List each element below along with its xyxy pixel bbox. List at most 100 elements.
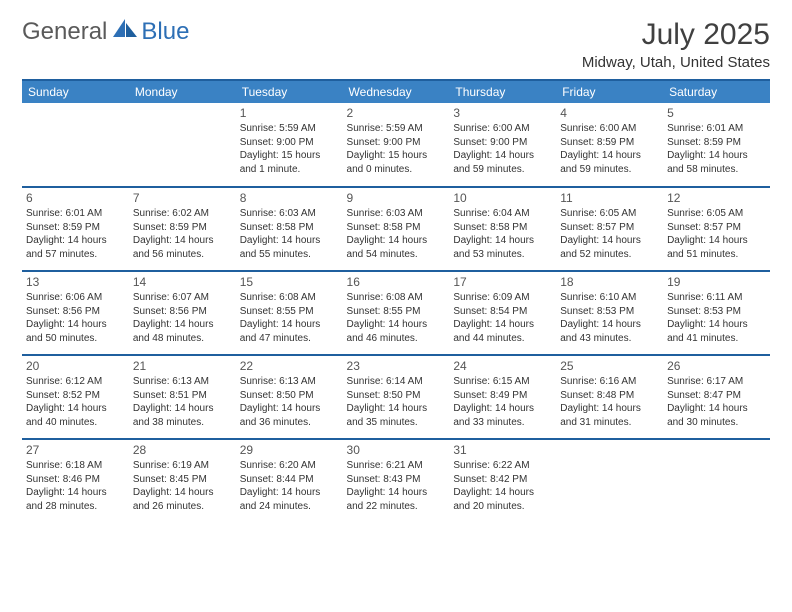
sunset-text: Sunset: 8:51 PM <box>133 389 232 403</box>
sunrise-text: Sunrise: 6:12 AM <box>26 375 125 389</box>
sunset-text: Sunset: 9:00 PM <box>240 136 339 150</box>
day-number: 4 <box>560 105 659 121</box>
sunset-text: Sunset: 8:43 PM <box>347 473 446 487</box>
daylight-text: Daylight: 14 hours and 48 minutes. <box>133 318 232 345</box>
daylight-text: Daylight: 14 hours and 22 minutes. <box>347 486 446 513</box>
location-text: Midway, Utah, United States <box>582 54 770 71</box>
calendar-day-cell: 21Sunrise: 6:13 AMSunset: 8:51 PMDayligh… <box>129 355 236 439</box>
calendar-day-cell: 31Sunrise: 6:22 AMSunset: 8:42 PMDayligh… <box>449 439 556 523</box>
calendar-day-cell <box>556 439 663 523</box>
calendar-day-cell: 8Sunrise: 6:03 AMSunset: 8:58 PMDaylight… <box>236 187 343 271</box>
day-number: 27 <box>26 442 125 458</box>
sunset-text: Sunset: 8:55 PM <box>240 305 339 319</box>
sunrise-text: Sunrise: 6:01 AM <box>26 207 125 221</box>
calendar-day-cell: 13Sunrise: 6:06 AMSunset: 8:56 PMDayligh… <box>22 271 129 355</box>
daylight-text: Daylight: 14 hours and 47 minutes. <box>240 318 339 345</box>
sunset-text: Sunset: 8:50 PM <box>347 389 446 403</box>
calendar-day-cell: 23Sunrise: 6:14 AMSunset: 8:50 PMDayligh… <box>343 355 450 439</box>
day-number: 9 <box>347 190 446 206</box>
day-number: 14 <box>133 274 232 290</box>
calendar-page: General Blue July 2025 Midway, Utah, Uni… <box>0 0 792 541</box>
sunset-text: Sunset: 9:00 PM <box>347 136 446 150</box>
sunset-text: Sunset: 8:59 PM <box>133 221 232 235</box>
sunset-text: Sunset: 8:45 PM <box>133 473 232 487</box>
daylight-text: Daylight: 14 hours and 46 minutes. <box>347 318 446 345</box>
day-number: 22 <box>240 358 339 374</box>
brand-sail-icon <box>111 17 139 44</box>
day-header-fri: Friday <box>556 80 663 103</box>
day-number: 1 <box>240 105 339 121</box>
calendar-day-cell: 14Sunrise: 6:07 AMSunset: 8:56 PMDayligh… <box>129 271 236 355</box>
day-number: 10 <box>453 190 552 206</box>
daylight-text: Daylight: 14 hours and 52 minutes. <box>560 234 659 261</box>
calendar-body: 1Sunrise: 5:59 AMSunset: 9:00 PMDaylight… <box>22 103 770 523</box>
sunrise-text: Sunrise: 6:13 AM <box>133 375 232 389</box>
daylight-text: Daylight: 14 hours and 59 minutes. <box>453 149 552 176</box>
calendar-day-cell: 10Sunrise: 6:04 AMSunset: 8:58 PMDayligh… <box>449 187 556 271</box>
calendar-day-cell: 11Sunrise: 6:05 AMSunset: 8:57 PMDayligh… <box>556 187 663 271</box>
day-header-mon: Monday <box>129 80 236 103</box>
daylight-text: Daylight: 15 hours and 1 minute. <box>240 149 339 176</box>
day-header-row: Sunday Monday Tuesday Wednesday Thursday… <box>22 80 770 103</box>
sunrise-text: Sunrise: 6:17 AM <box>667 375 766 389</box>
sunrise-text: Sunrise: 6:14 AM <box>347 375 446 389</box>
daylight-text: Daylight: 14 hours and 58 minutes. <box>667 149 766 176</box>
title-block: July 2025 Midway, Utah, United States <box>582 18 770 71</box>
page-header: General Blue July 2025 Midway, Utah, Uni… <box>22 18 770 71</box>
day-number: 13 <box>26 274 125 290</box>
calendar-table: Sunday Monday Tuesday Wednesday Thursday… <box>22 79 770 523</box>
day-number: 29 <box>240 442 339 458</box>
daylight-text: Daylight: 14 hours and 20 minutes. <box>453 486 552 513</box>
calendar-day-cell: 12Sunrise: 6:05 AMSunset: 8:57 PMDayligh… <box>663 187 770 271</box>
sunset-text: Sunset: 8:55 PM <box>347 305 446 319</box>
daylight-text: Daylight: 14 hours and 24 minutes. <box>240 486 339 513</box>
sunset-text: Sunset: 8:58 PM <box>453 221 552 235</box>
calendar-week-row: 27Sunrise: 6:18 AMSunset: 8:46 PMDayligh… <box>22 439 770 523</box>
sunset-text: Sunset: 8:42 PM <box>453 473 552 487</box>
sunset-text: Sunset: 8:52 PM <box>26 389 125 403</box>
sunrise-text: Sunrise: 6:02 AM <box>133 207 232 221</box>
calendar-day-cell: 22Sunrise: 6:13 AMSunset: 8:50 PMDayligh… <box>236 355 343 439</box>
daylight-text: Daylight: 14 hours and 28 minutes. <box>26 486 125 513</box>
sunset-text: Sunset: 8:53 PM <box>560 305 659 319</box>
calendar-day-cell: 25Sunrise: 6:16 AMSunset: 8:48 PMDayligh… <box>556 355 663 439</box>
daylight-text: Daylight: 14 hours and 40 minutes. <box>26 402 125 429</box>
daylight-text: Daylight: 14 hours and 33 minutes. <box>453 402 552 429</box>
sunrise-text: Sunrise: 6:00 AM <box>560 122 659 136</box>
sunset-text: Sunset: 9:00 PM <box>453 136 552 150</box>
calendar-day-cell: 20Sunrise: 6:12 AMSunset: 8:52 PMDayligh… <box>22 355 129 439</box>
daylight-text: Daylight: 14 hours and 26 minutes. <box>133 486 232 513</box>
day-number: 15 <box>240 274 339 290</box>
calendar-day-cell <box>663 439 770 523</box>
daylight-text: Daylight: 14 hours and 54 minutes. <box>347 234 446 261</box>
brand-text-blue: Blue <box>141 18 189 46</box>
sunrise-text: Sunrise: 6:03 AM <box>347 207 446 221</box>
day-number: 5 <box>667 105 766 121</box>
sunset-text: Sunset: 8:53 PM <box>667 305 766 319</box>
calendar-day-cell <box>22 103 129 187</box>
sunset-text: Sunset: 8:44 PM <box>240 473 339 487</box>
day-header-tue: Tuesday <box>236 80 343 103</box>
sunrise-text: Sunrise: 6:18 AM <box>26 459 125 473</box>
sunrise-text: Sunrise: 6:03 AM <box>240 207 339 221</box>
day-number: 16 <box>347 274 446 290</box>
day-number: 8 <box>240 190 339 206</box>
day-number: 28 <box>133 442 232 458</box>
day-header-thu: Thursday <box>449 80 556 103</box>
calendar-day-cell: 24Sunrise: 6:15 AMSunset: 8:49 PMDayligh… <box>449 355 556 439</box>
day-number: 24 <box>453 358 552 374</box>
calendar-day-cell: 15Sunrise: 6:08 AMSunset: 8:55 PMDayligh… <box>236 271 343 355</box>
day-number: 26 <box>667 358 766 374</box>
daylight-text: Daylight: 14 hours and 50 minutes. <box>26 318 125 345</box>
daylight-text: Daylight: 14 hours and 55 minutes. <box>240 234 339 261</box>
calendar-day-cell: 27Sunrise: 6:18 AMSunset: 8:46 PMDayligh… <box>22 439 129 523</box>
day-number: 23 <box>347 358 446 374</box>
sunset-text: Sunset: 8:48 PM <box>560 389 659 403</box>
daylight-text: Daylight: 14 hours and 44 minutes. <box>453 318 552 345</box>
sunset-text: Sunset: 8:56 PM <box>26 305 125 319</box>
sunrise-text: Sunrise: 6:13 AM <box>240 375 339 389</box>
sunrise-text: Sunrise: 6:04 AM <box>453 207 552 221</box>
sunrise-text: Sunrise: 6:07 AM <box>133 291 232 305</box>
calendar-day-cell: 16Sunrise: 6:08 AMSunset: 8:55 PMDayligh… <box>343 271 450 355</box>
sunset-text: Sunset: 8:58 PM <box>240 221 339 235</box>
